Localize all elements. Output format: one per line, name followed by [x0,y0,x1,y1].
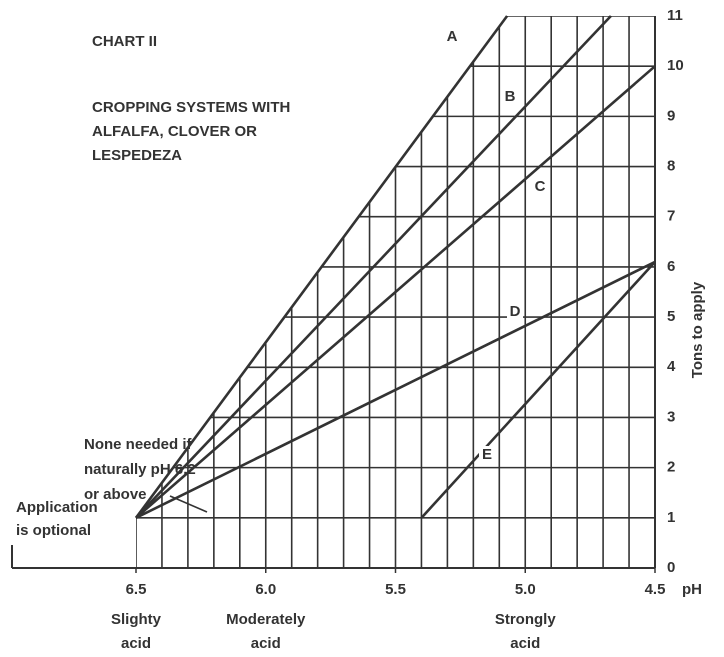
label-bg [532,178,548,196]
subtitle: ALFALFA, CLOVER OR [92,123,257,140]
annotation: Application [16,499,98,516]
label-bg [502,88,518,106]
y-tick-label: 3 [667,408,675,425]
series-label: A [447,28,458,45]
line [135,260,656,519]
x-category-label: acid [510,635,540,652]
chart-title: CHART II [92,33,157,50]
series-label: B [505,88,516,105]
subtitle: LESPEDEZA [92,147,182,164]
label-bg [507,303,523,321]
y-tick-label: 11 [667,7,683,24]
x-category-label: Moderately [226,611,306,628]
x-axis-label: pH [682,581,702,598]
x-category-label: Strongly [495,611,556,628]
series-label: D [510,303,521,320]
subtitle: CROPPING SYSTEMS WITH [92,99,290,116]
label-bg [479,446,495,464]
y-tick-label: 10 [667,57,684,74]
annotation: is optional [16,522,91,539]
y-tick-label: 8 [667,158,675,175]
y-tick-label: 0 [667,559,675,576]
y-tick-label: 6 [667,258,675,275]
y-axis-label: Tons to apply [689,281,706,378]
series-label: E [482,446,492,463]
x-category-label: acid [251,635,281,652]
x-category-label: Slighty [111,611,162,628]
series-label: C [535,178,546,195]
x-tick-label: 6.0 [255,581,276,598]
line [420,261,656,519]
y-tick-label: 4 [667,358,676,375]
annotation: naturally pH 6.2 [84,461,196,478]
x-tick-label: 5.5 [385,581,406,598]
line [134,15,509,519]
y-tick-label: 2 [667,459,675,476]
line [135,65,656,519]
line [135,15,612,519]
x-tick-label: 4.5 [645,581,666,598]
x-tick-label: 5.0 [515,581,536,598]
annotation: None needed if [84,436,193,453]
label-bg [444,28,460,46]
x-category-label: acid [121,635,151,652]
y-tick-label: 5 [667,308,675,325]
x-tick-label: 6.5 [126,581,147,598]
annotation: or above [84,486,147,503]
y-tick-label: 1 [667,509,675,526]
y-tick-label: 9 [667,107,675,124]
y-tick-label: 7 [667,208,675,225]
